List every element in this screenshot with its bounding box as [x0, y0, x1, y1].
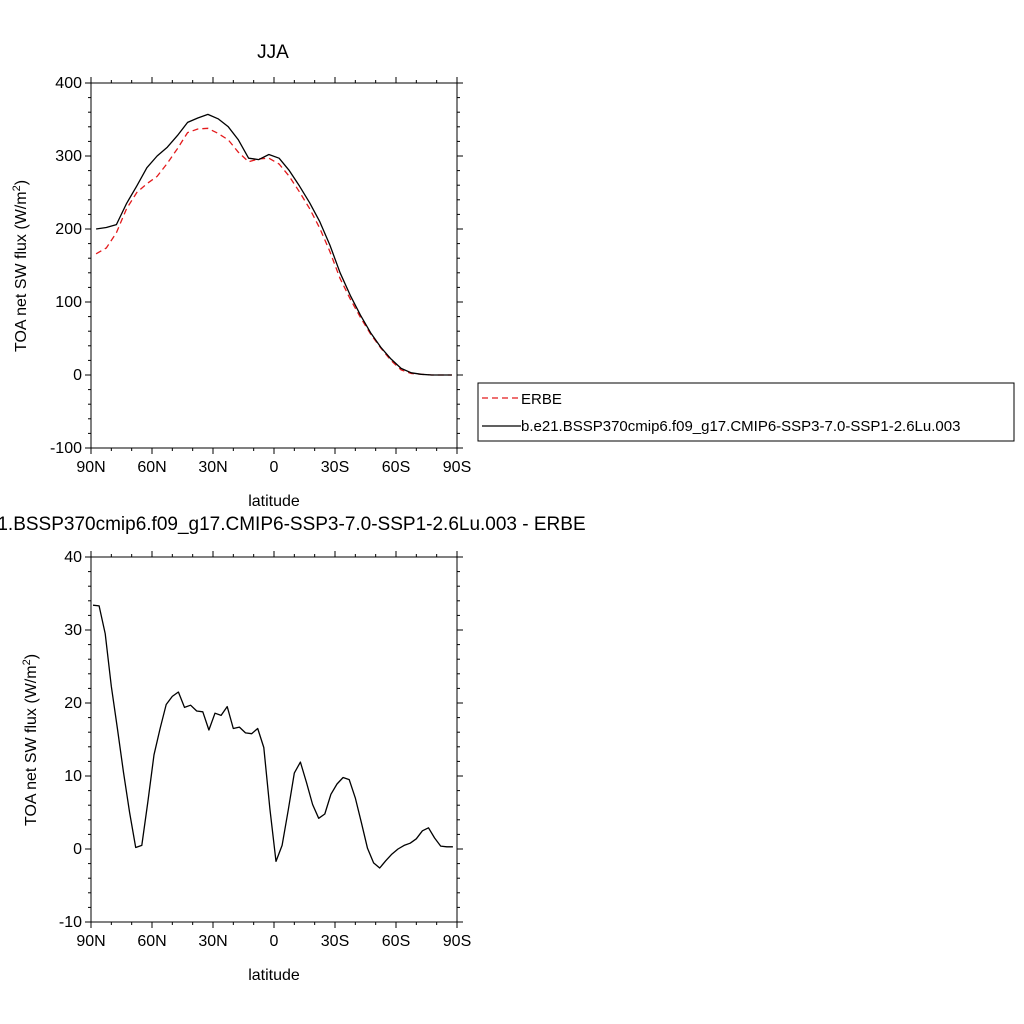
legend-label-erbe: ERBE — [521, 391, 562, 408]
bottom-y-axis-label: TOA net SW flux (W/m2) — [21, 654, 40, 826]
legend-box — [477, 382, 1015, 442]
bottom-x-tick-label: 90N — [76, 933, 105, 950]
top-x-tick-label: 60N — [137, 459, 166, 476]
bottom-y-tick-label: 40 — [64, 549, 82, 566]
top-x-tick-label: 90N — [76, 459, 105, 476]
bottom-chart-title: b.e21.BSSP370cmip6.f09_g17.CMIP6-SSP3-7.… — [0, 514, 586, 535]
bottom-x-tick-label: 60S — [382, 933, 410, 950]
top-tick-marks — [85, 77, 463, 454]
bottom-y-tick-label: 30 — [64, 622, 82, 639]
top-x-tick-label: 60S — [382, 459, 410, 476]
top-y-tick-label: 0 — [73, 367, 82, 384]
bottom-y-tick-label: 0 — [73, 841, 82, 858]
top-chart-title: JJA — [257, 42, 289, 63]
top-tick-labels: 90N 60N 30N 0 30S 60S 90S -100 0 100 200 300 400 — [50, 75, 471, 476]
bottom-tick-labels: 90N 60N 30N 0 30S 60S 90S -10 0 10 20 30 40 — [59, 549, 471, 950]
bottom-y-tick-label: -10 — [59, 914, 82, 931]
top-plot-frame — [90, 82, 458, 449]
top-series-line-0 — [95, 127, 452, 376]
bottom-x-tick-label: 90S — [443, 933, 471, 950]
bottom-x-tick-label: 30N — [198, 933, 227, 950]
top-series-lines — [95, 113, 452, 376]
bottom-x-tick-label: 0 — [270, 933, 279, 950]
top-x-tick-label: 0 — [270, 459, 279, 476]
legend: ERBE b.e21.BSSP370cmip6.f09_g17.CMIP6-SS… — [477, 382, 1015, 442]
bottom-series-lines — [92, 604, 453, 869]
bottom-series-line-0 — [92, 604, 453, 869]
bottom-y-tick-label: 20 — [64, 695, 82, 712]
bottom-y-tick-label: 10 — [64, 768, 82, 785]
top-y-tick-label: 300 — [55, 148, 82, 165]
bottom-plot-frame — [90, 556, 458, 923]
top-x-tick-label: 30S — [321, 459, 349, 476]
bottom-chart-panel: b.e21.BSSP370cmip6.f09_g17.CMIP6-SSP3-7.… — [0, 514, 586, 984]
top-x-tick-label: 30N — [198, 459, 227, 476]
bottom-x-tick-label: 30S — [321, 933, 349, 950]
bottom-tick-marks — [85, 551, 463, 928]
top-x-axis-label: latitude — [248, 493, 300, 510]
top-y-tick-label: 400 — [55, 75, 82, 92]
top-series-line-1 — [96, 113, 452, 376]
top-y-tick-label: 200 — [55, 221, 82, 238]
bottom-x-tick-label: 60N — [137, 933, 166, 950]
top-y-tick-label: 100 — [55, 294, 82, 311]
top-y-axis-label: TOA net SW flux (W/m2) — [11, 180, 30, 352]
bottom-x-axis-label: latitude — [248, 967, 300, 984]
top-y-tick-label: -100 — [50, 440, 82, 457]
top-chart-panel: JJA 90N 60N 30N 0 30S 60S 90S -100 0 100 200 300 400… — [11, 42, 471, 510]
legend-label-model: b.e21.BSSP370cmip6.f09_g17.CMIP6-SSP3-7.… — [521, 418, 960, 435]
top-x-tick-label: 90S — [443, 459, 471, 476]
